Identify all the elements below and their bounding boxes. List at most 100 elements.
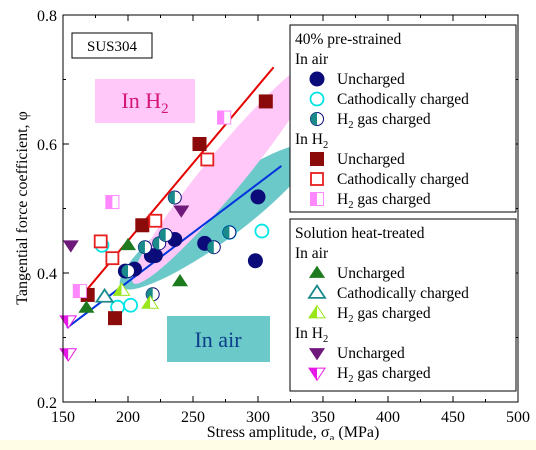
legend-marker-sol-air-h2gas — [308, 304, 326, 319]
legend-entry-label: Cathodically charged — [337, 285, 469, 302]
legend-box — [289, 218, 517, 392]
data-point-sol-air-uncharged-2 — [171, 274, 189, 287]
data-point-sol-air-cathodic-0 — [94, 287, 115, 303]
legend-group-title: 40% pre-strained — [295, 31, 402, 48]
x-tick-label: 250 — [181, 409, 205, 426]
legend-marker-sol-air-cathodic — [307, 284, 327, 299]
x-tick-label: 450 — [441, 409, 465, 426]
legend-subgroup-title: In H2 — [295, 325, 328, 345]
data-point-pre-h2-cathodic-1 — [105, 251, 120, 266]
data-point-sol-h2-h2gas-0 — [59, 315, 78, 329]
data-point-pre-air-cathodic-4 — [254, 223, 270, 239]
data-point-pre-air-h2gas-4 — [158, 227, 173, 242]
legend-entry-label: H2 gas charged — [337, 365, 431, 385]
data-point-pre-h2-uncharged-3 — [192, 137, 207, 151]
air-region-label: In air — [194, 327, 242, 352]
data-point-pre-h2-h2gas-0 — [72, 284, 87, 299]
legend-marker-sol-air-uncharged — [308, 265, 326, 278]
legend-subgroup-title: In H2 — [295, 131, 328, 151]
x-axis-label: Stress amplitude, σa (MPa) — [207, 424, 380, 444]
x-tick-label: 150 — [51, 409, 75, 426]
legend-entry-label: Cathodically charged — [337, 91, 469, 108]
legends: 40% pre-strained In air Uncharged Cathodica… — [289, 24, 517, 392]
annotations: SUS304 In H2 In air — [71, 32, 270, 362]
region-bands — [119, 60, 318, 290]
data-point-pre-air-h2gas-1 — [137, 240, 152, 255]
data-points — [59, 94, 273, 362]
series-pre-h2-cathodic — [93, 152, 215, 266]
data-point-pre-h2-cathodic-3 — [200, 152, 215, 167]
data-point-pre-air-h2gas-5 — [167, 190, 182, 205]
legend-entry-label: Cathodically charged — [337, 171, 469, 188]
legend-marker-pre-air-uncharged — [309, 71, 325, 87]
data-point-pre-h2-uncharged-1 — [108, 311, 122, 326]
material-label-box — [71, 32, 153, 59]
legend-subgroup-title: In air — [295, 245, 329, 262]
data-point-pre-h2-cathodic-2 — [148, 213, 163, 228]
data-point-pre-air-cathodic-2 — [123, 297, 139, 313]
legend-marker-sol-h2-uncharged — [308, 348, 326, 361]
legend-entry-label: H2 gas charged — [337, 191, 431, 211]
y-tick-label: 0.2 — [37, 395, 57, 412]
data-point-pre-air-h2gas-6 — [206, 240, 221, 255]
h2-region-box — [95, 79, 195, 123]
series-sol-air-cathodic — [94, 287, 115, 303]
legend-subgroup-title: In air — [295, 51, 329, 68]
y-axis-label: Tangential force coefficient, φ — [14, 111, 31, 305]
x-tick-label: 300 — [246, 409, 270, 426]
series-sol-air-h2gas — [112, 282, 160, 309]
data-point-pre-h2-uncharged-4 — [258, 94, 273, 109]
x-tick-label: 500 — [506, 409, 530, 426]
series-pre-air-h2gas — [121, 190, 237, 302]
legend-marker-pre-air-cathodic — [309, 91, 325, 107]
legend-entry-label: Uncharged — [337, 71, 405, 88]
x-tick-label: 400 — [376, 409, 400, 426]
y-tick-label: 0.8 — [37, 8, 57, 25]
legend-entry-label: H2 gas charged — [337, 305, 431, 325]
chart-labels: Stress amplitude, σa (MPa) Tangential fo… — [14, 111, 379, 444]
data-point-pre-h2-h2gas-1 — [105, 195, 120, 210]
series-sol-h2-uncharged — [62, 205, 190, 253]
h2-region-band — [132, 60, 318, 284]
h2-region-label: In H2 — [121, 88, 168, 117]
x-tick-label: 200 — [116, 409, 140, 426]
legend-2: Solution heat-treated In air Uncharged Cath… — [289, 218, 517, 392]
legend-entry-label: H2 gas charged — [337, 111, 431, 131]
data-point-sol-air-h2gas-1 — [141, 295, 160, 309]
data-point-sol-h2-uncharged-0 — [62, 240, 79, 253]
legend-box — [289, 24, 517, 213]
legend-entry-label: Uncharged — [337, 345, 405, 362]
legend-entry-label: Uncharged — [337, 151, 405, 168]
legend-marker-pre-h2-cathodic — [310, 172, 324, 186]
data-point-pre-air-uncharged-6 — [247, 253, 263, 269]
legend-marker-sol-h2-h2gas — [308, 367, 326, 382]
material-label: SUS304 — [87, 39, 138, 55]
data-point-sol-air-uncharged-0 — [78, 300, 95, 313]
data-point-pre-h2-h2gas-2 — [217, 110, 232, 125]
legend-marker-pre-air-h2gas — [310, 112, 324, 126]
bottom-strip — [0, 440, 536, 450]
data-point-pre-h2-uncharged-2 — [135, 218, 150, 233]
y-tick-label: 0.4 — [37, 266, 57, 283]
legend-1: 40% pre-strained In air Uncharged Cathodica… — [289, 24, 517, 213]
legend-group-title: Solution heat-treated — [295, 225, 425, 242]
series-pre-h2-h2gas — [72, 110, 232, 299]
data-point-sol-h2-uncharged-1 — [173, 205, 190, 218]
series-sol-air-uncharged — [78, 237, 189, 313]
y-tick-label: 0.6 — [37, 137, 57, 154]
legend-marker-pre-h2-h2gas — [310, 192, 324, 206]
data-point-pre-air-h2gas-0 — [121, 264, 135, 279]
data-point-sol-air-uncharged-1 — [119, 237, 137, 251]
data-point-sol-h2-h2gas-1 — [59, 348, 78, 362]
data-point-pre-h2-cathodic-0 — [93, 234, 108, 249]
air-region-box — [167, 316, 270, 362]
legend-entry-label: Uncharged — [337, 265, 405, 282]
ticks: 150 200 250 300 350 400 450 500 0.2 0.4 0.6 0.8 — [37, 8, 530, 426]
legend-marker-pre-h2-uncharged — [310, 152, 324, 166]
series-sol-h2-h2gas — [59, 315, 78, 362]
series-pre-h2-uncharged — [80, 94, 273, 326]
data-point-pre-air-h2gas-7 — [222, 225, 237, 240]
data-point-pre-air-uncharged-7 — [250, 189, 266, 205]
x-tick-label: 350 — [311, 409, 335, 426]
